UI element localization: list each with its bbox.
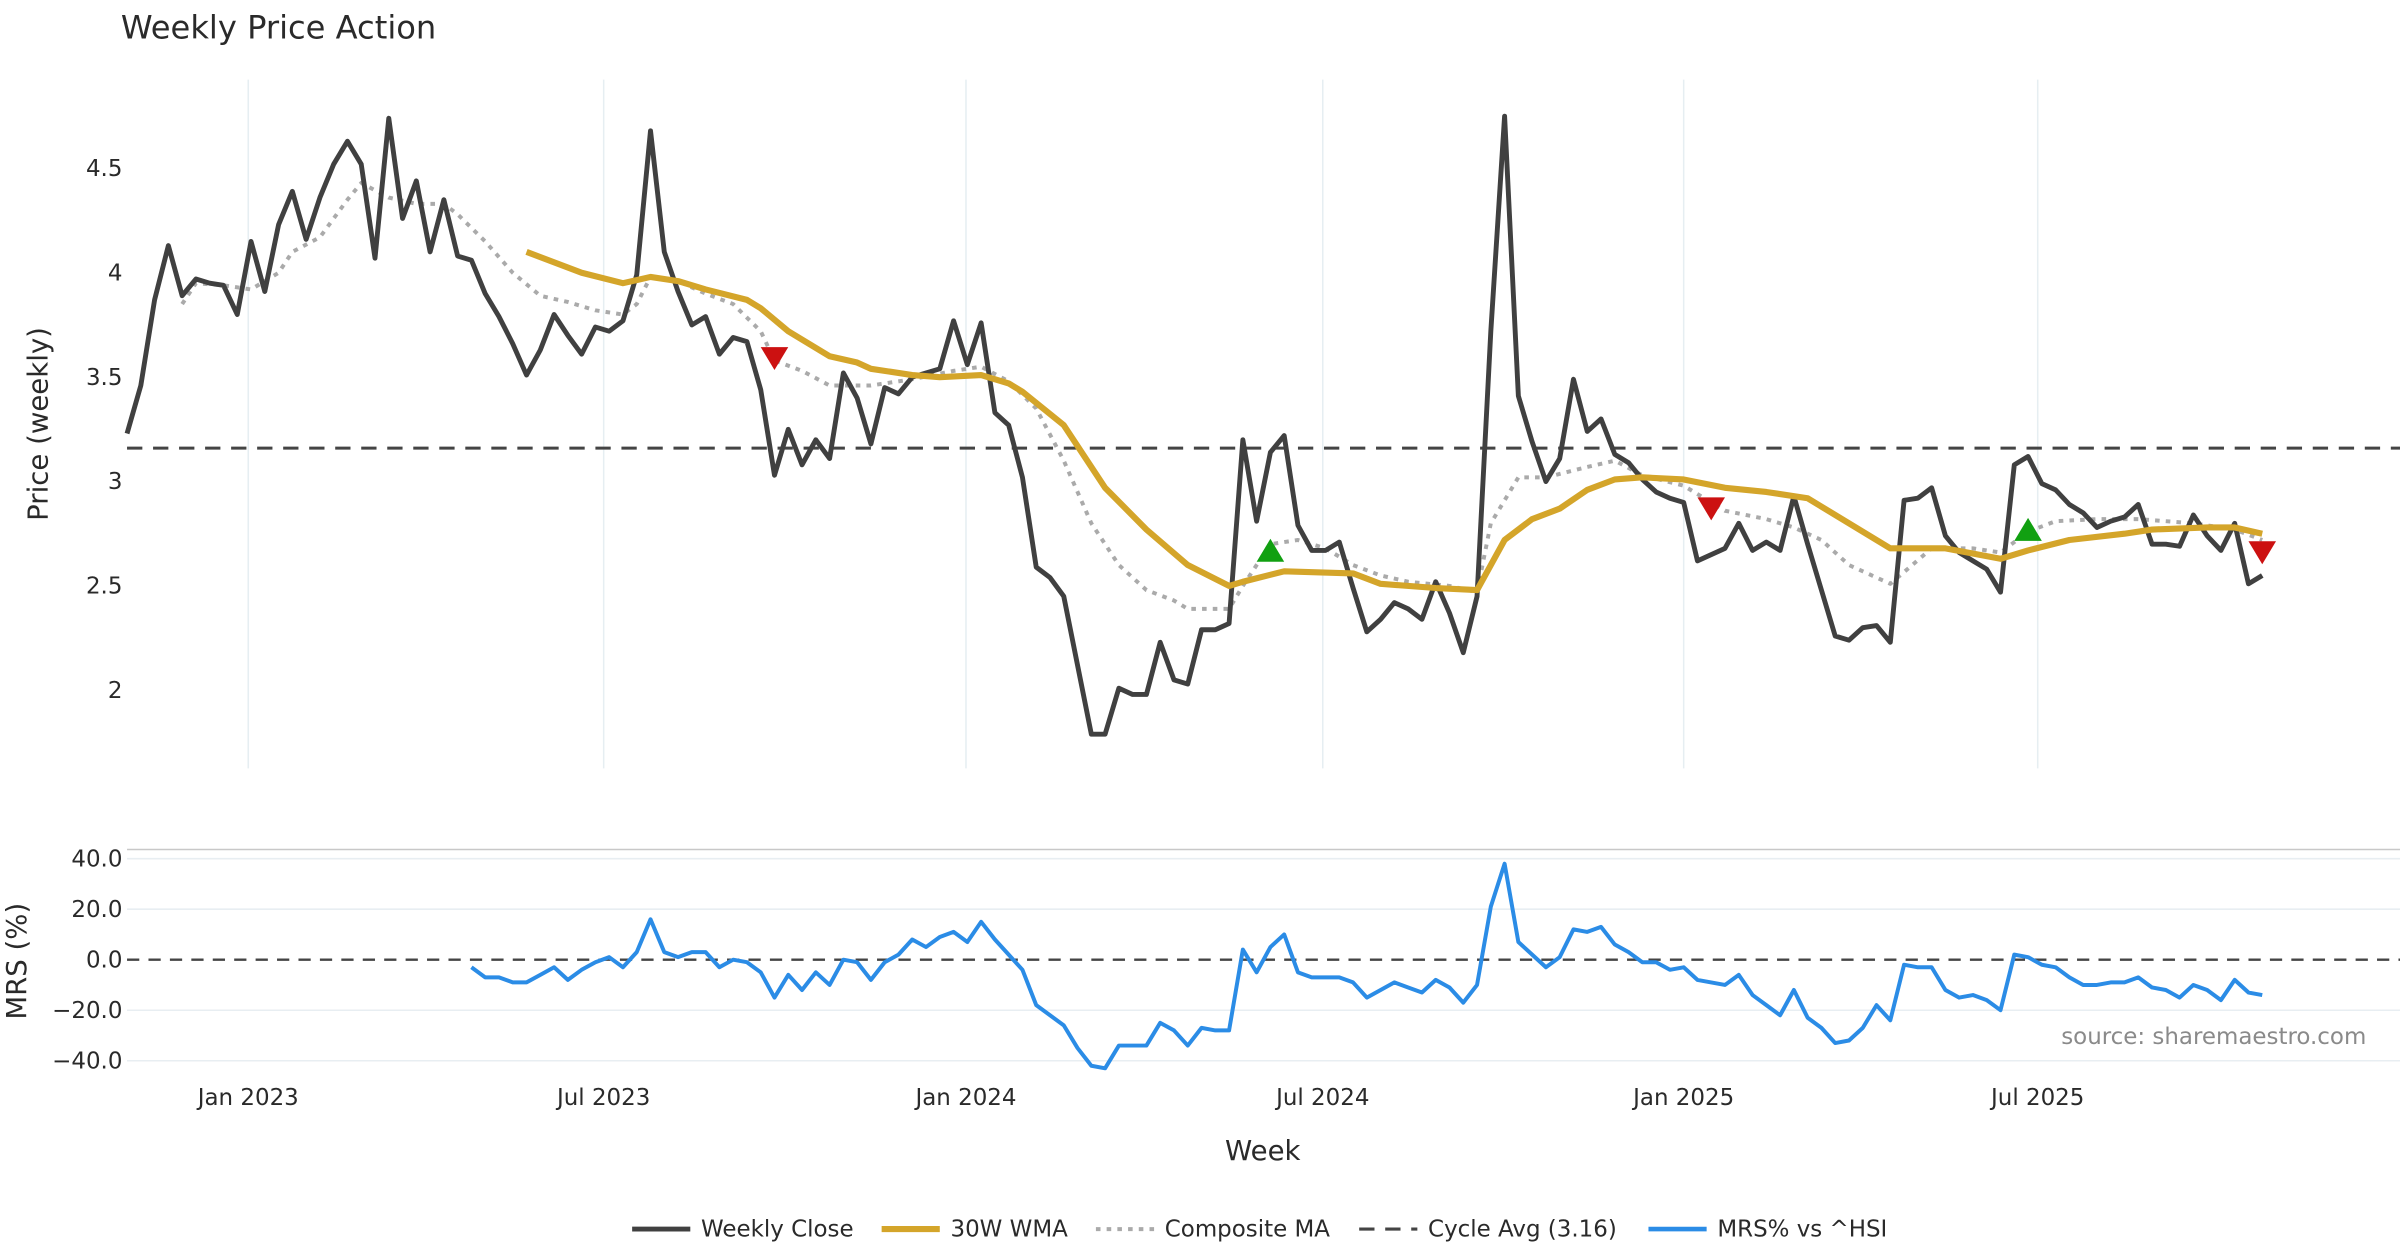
series-lines [124, 113, 2400, 1071]
legend-label-composite-ma: Composite MA [1165, 1217, 1330, 1243]
price-y-tick: 2 [108, 678, 123, 704]
mrs-y-tick: 40.0 [71, 846, 122, 872]
mrs-y-tick: −20.0 [52, 998, 122, 1024]
wma-30w-line [525, 249, 2263, 594]
legend-label-cycle-avg: Cycle Avg (3.16) [1428, 1217, 1617, 1243]
price-y-tick: 4.5 [86, 156, 122, 182]
x-tick: Jul 2024 [1274, 1085, 1369, 1111]
price-y-tick: 4 [108, 260, 123, 286]
mrs-line [470, 861, 2263, 1071]
x-tick: Jul 2023 [555, 1085, 650, 1111]
price-y-axis-label: Price (weekly) [22, 327, 54, 521]
mrs-y-tick: 0.0 [86, 947, 122, 973]
weekly-close-line [124, 113, 2264, 737]
price-y-tick: 3 [108, 469, 123, 495]
sell-signal-marker [760, 347, 789, 371]
signal-markers [760, 347, 2277, 565]
sell-signal-marker [1697, 497, 1725, 521]
buy-signal-marker [2014, 517, 2042, 541]
mrs-y-tick: −40.0 [52, 1048, 122, 1074]
x-axis-label: Week [1225, 1135, 1301, 1167]
y-tick-labels: 2 2.5 3 3.5 4 4.5 40.0 20.0 0.0 −20.0 −40.0 [52, 156, 122, 1074]
source-label: source: sharemaestro.com [2061, 1024, 2366, 1050]
legend-label-weekly-close: Weekly Close [701, 1217, 854, 1243]
x-tick: Jan 2024 [913, 1085, 1016, 1111]
chart-title: Weekly Price Action [121, 8, 436, 46]
x-tick: Jan 2023 [196, 1085, 299, 1111]
sell-signal-marker [2248, 541, 2277, 565]
grid-lines [127, 79, 2400, 1062]
x-tick: Jan 2025 [1631, 1085, 1734, 1111]
mrs-y-axis-label: MRS (%) [1, 903, 33, 1020]
x-tick-labels: Jan 2023 Jul 2023 Jan 2024 Jul 2024 Jan 2025… [196, 1085, 2085, 1111]
price-y-tick: 3.5 [86, 365, 122, 391]
legend: Weekly Close 30W WMA Composite MA Cycle Avg… [632, 1217, 1887, 1243]
legend-label-wma-30w: 30W WMA [951, 1217, 1069, 1243]
price-y-tick: 2.5 [86, 574, 122, 600]
legend-label-mrs-hsi: MRS% vs ^HSI [1717, 1217, 1887, 1243]
mrs-y-tick: 20.0 [71, 897, 122, 923]
x-tick: Jul 2025 [1989, 1085, 2084, 1111]
buy-signal-marker [1256, 538, 1285, 562]
